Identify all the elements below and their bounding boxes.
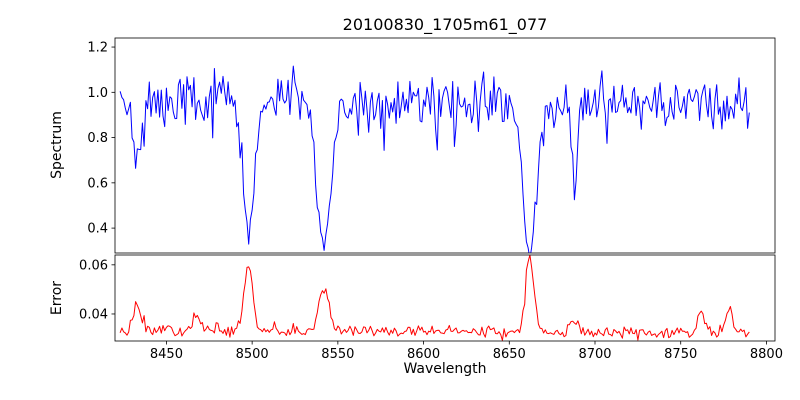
y-tick-label: 0.8: [87, 131, 108, 146]
y-tick-label: 0.06: [79, 258, 108, 273]
x-tick-label: 8550: [321, 347, 354, 362]
y-tick-label: 1.2: [87, 41, 108, 56]
x-tick-label: 8500: [236, 347, 269, 362]
x-tick-label: 8750: [664, 347, 697, 362]
x-tick-label: 8600: [407, 347, 440, 362]
y-tick-label: 1.0: [87, 86, 108, 101]
chart-title: 20100830_1705m61_077: [342, 15, 548, 34]
x-axis-label: Wavelength: [403, 361, 487, 377]
x-tick-label: 8450: [150, 347, 183, 362]
spectrum-axes-box: [114, 37, 776, 254]
x-tick-label: 8800: [750, 347, 783, 362]
y-tick-label: 0.6: [87, 176, 108, 191]
x-tick-label: 8650: [493, 347, 526, 362]
y-tick-label: 0.04: [79, 307, 108, 322]
y-axis-label-error: Error: [49, 280, 65, 316]
spectrum-line: [119, 65, 750, 253]
error-line: [119, 255, 750, 341]
x-tick-label: 8700: [578, 347, 611, 362]
y-axis-label-spectrum: Spectrum: [49, 111, 65, 179]
error-axes-box: [114, 254, 776, 342]
y-tick-label: 0.4: [87, 222, 108, 237]
